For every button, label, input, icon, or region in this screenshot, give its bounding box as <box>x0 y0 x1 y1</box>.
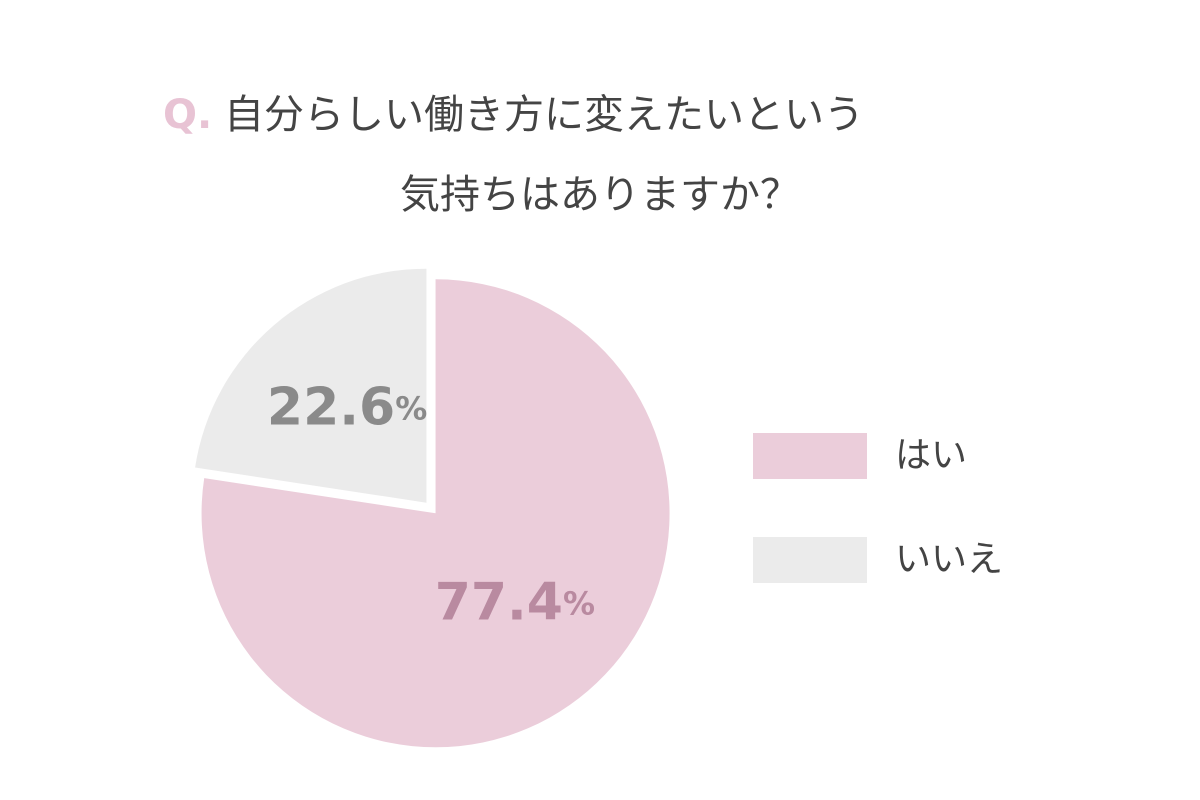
data-label: 22.6% <box>267 377 427 437</box>
pie-slice <box>195 268 427 503</box>
chart-title: 気持ちはありますか？ <box>400 172 800 218</box>
legend-label: はい <box>895 435 967 476</box>
data-label: 77.4% <box>435 573 595 633</box>
pie-slice <box>201 279 670 748</box>
legend-swatch <box>753 537 867 583</box>
question-label: Q. <box>163 92 212 138</box>
legend-swatch <box>753 433 867 479</box>
legend-label: いいえ <box>895 539 1003 580</box>
chart-title: 自分らしい働き方に変えたいという <box>224 92 864 138</box>
